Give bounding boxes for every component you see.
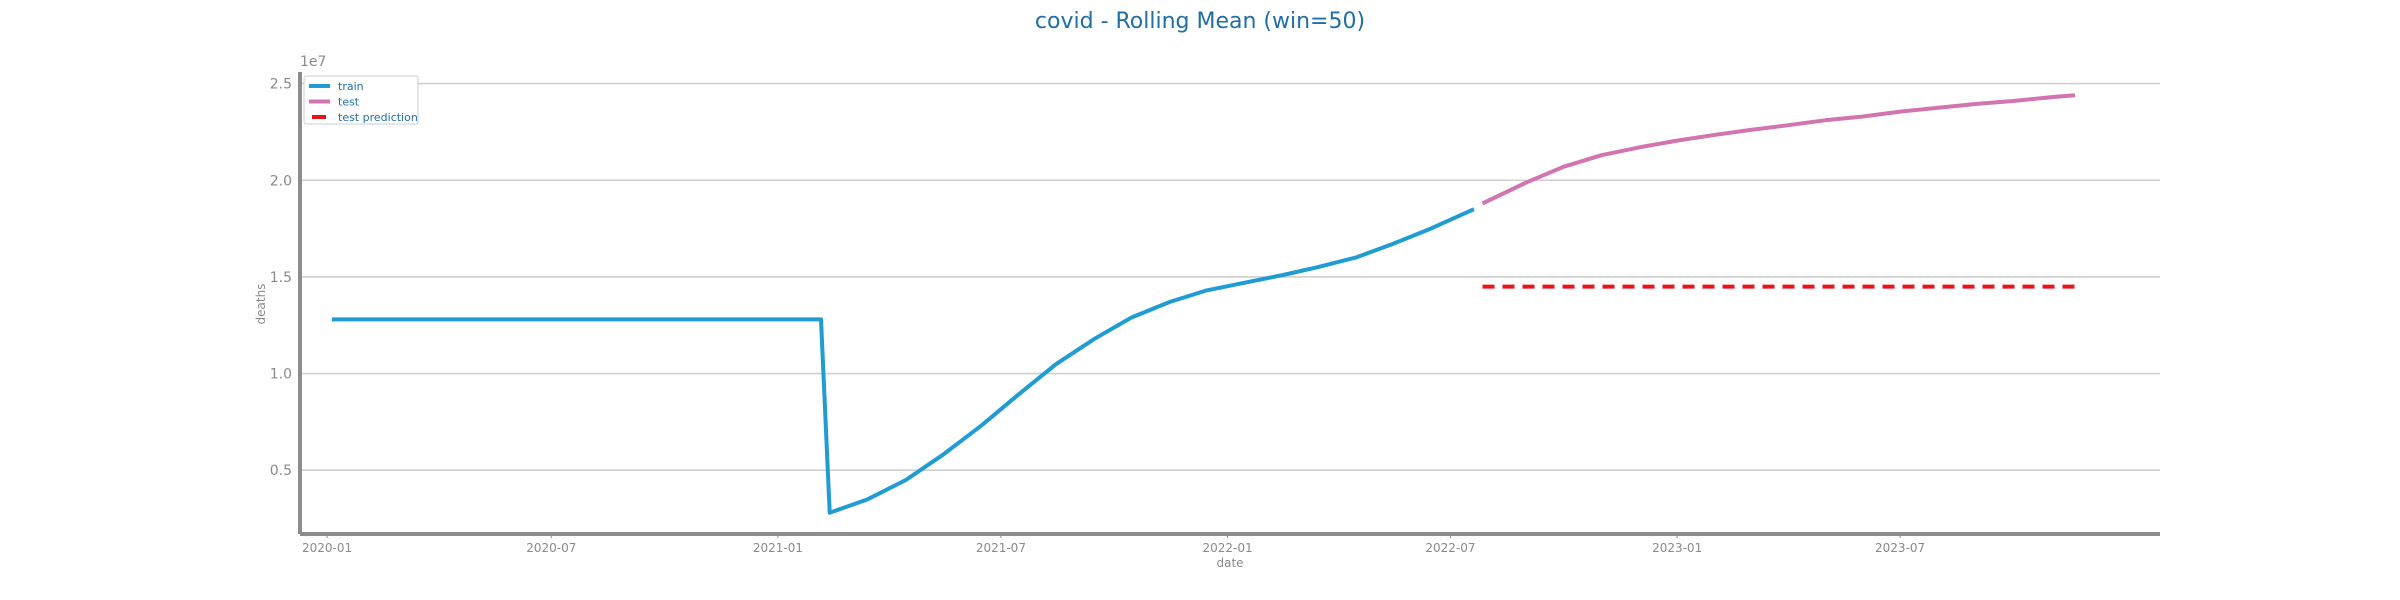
chart-title: covid - Rolling Mean (win=50) bbox=[1035, 9, 1365, 34]
x-tick-label: 2022-01 bbox=[1202, 541, 1252, 555]
y-tick-label: 0.5 bbox=[270, 463, 292, 479]
x-tick-label: 2022-07 bbox=[1425, 541, 1475, 555]
y-multiplier-label: 1e7 bbox=[300, 54, 326, 70]
series-lines bbox=[332, 93, 2076, 515]
x-tick-label: 2021-01 bbox=[753, 541, 803, 555]
x-tick-label: 2020-01 bbox=[302, 541, 352, 555]
y-tick-label: 2.0 bbox=[270, 173, 292, 189]
legend-label: train bbox=[338, 80, 364, 93]
x-axis-label: date bbox=[1216, 556, 1243, 570]
legend: train test test prediction bbox=[303, 75, 419, 125]
series-line-test bbox=[1481, 93, 2076, 206]
x-tick-label: 2023-07 bbox=[1875, 541, 1925, 555]
y-tick-label: 2.5 bbox=[270, 77, 292, 93]
legend-label: test prediction bbox=[338, 111, 418, 124]
y-axis-label: deaths bbox=[254, 284, 268, 325]
x-tick-label: 2021-07 bbox=[976, 541, 1026, 555]
y-tick-label: 1.0 bbox=[270, 367, 292, 383]
legend-box bbox=[303, 75, 419, 125]
axes: 0.5 1.0 1.5 2.0 2.5 2020-01 2020-07 2021-01 2021… bbox=[270, 72, 2160, 555]
y-tick-label: 1.5 bbox=[270, 270, 292, 286]
legend-label: test bbox=[338, 96, 360, 109]
x-tick-label: 2023-01 bbox=[1652, 541, 1702, 555]
x-tick-label: 2020-07 bbox=[526, 541, 576, 555]
series-line-train bbox=[332, 207, 1475, 515]
grid-lines bbox=[300, 82, 2160, 472]
